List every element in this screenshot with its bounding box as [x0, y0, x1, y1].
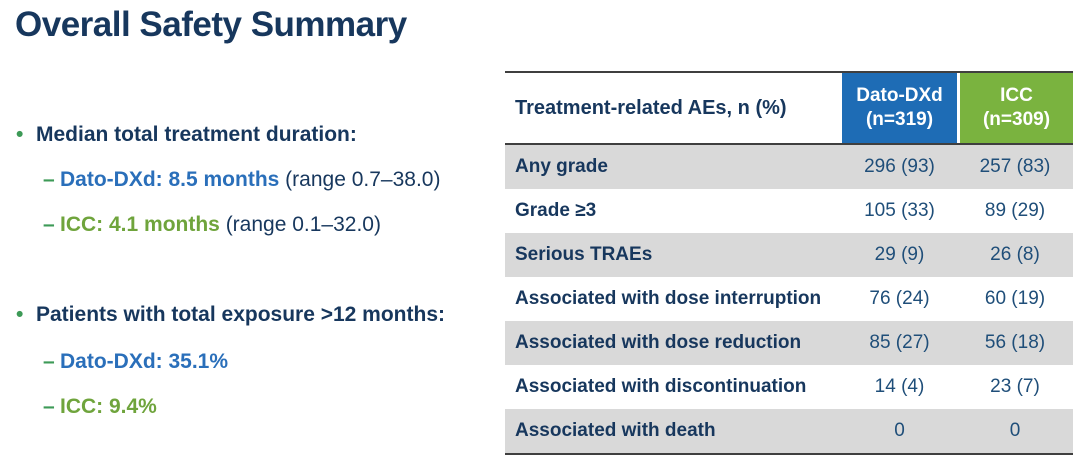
subitem-dato-duration: – Dato-DXd: 8.5 months (range 0.7–38.0): [16, 167, 440, 192]
column-header-n: (n=309): [982, 109, 1051, 130]
row-label: Associated with dose interruption: [515, 288, 822, 309]
bullet-treatment-duration: • Median total treatment duration:: [16, 122, 357, 147]
cell-icc: 26 (8): [990, 244, 1040, 265]
table-row: Grade ≥3 105 (33) 89 (29): [505, 189, 1073, 233]
bullet-icon: •: [16, 123, 24, 146]
column-header-icc: ICC (n=309): [957, 73, 1073, 143]
row-label: Associated with dose reduction: [515, 332, 802, 353]
column-header-name: Dato-DXd: [856, 85, 943, 107]
cell-dato: 0: [894, 420, 905, 441]
row-label: Grade ≥3: [515, 200, 597, 221]
subitem-suffix: (range 0.1–32.0): [219, 213, 381, 236]
table-header-row: Treatment-related AEs, n (%) Dato-DXd (n…: [505, 73, 1073, 145]
bullet-total-exposure: • Patients with total exposure >12 months…: [16, 302, 445, 327]
cell-dato: 29 (9): [874, 244, 925, 265]
cell-icc: 89 (29): [984, 200, 1046, 221]
row-label: Associated with death: [515, 420, 716, 441]
subitem-dato-exposure: – Dato-DXd: 35.1%: [16, 349, 228, 374]
row-label: Serious TRAEs: [515, 244, 653, 265]
cell-icc: 257 (83): [979, 156, 1051, 177]
subitem-highlight: Dato-DXd: 8.5 months: [60, 168, 280, 191]
row-label: Associated with discontinuation: [515, 376, 807, 397]
dash-icon: –: [43, 168, 55, 191]
subitem-highlight: ICC: 9.4%: [60, 395, 157, 418]
column-header-name: ICC: [1000, 85, 1033, 107]
table-row: Any grade 296 (93) 257 (83): [505, 145, 1073, 189]
subitem-highlight: Dato-DXd: 35.1%: [60, 350, 229, 373]
table-row: Associated with dose reduction 85 (27) 5…: [505, 321, 1073, 365]
table-corner-label: Treatment-related AEs, n (%): [515, 96, 787, 119]
cell-dato: 105 (33): [864, 200, 935, 221]
table-row: Associated with dose interruption 76 (24…: [505, 277, 1073, 321]
table-body: Any grade 296 (93) 257 (83) Grade ≥3 105…: [505, 145, 1073, 453]
cell-dato: 14 (4): [874, 376, 925, 397]
dash-icon: –: [43, 213, 55, 236]
bullet-label: Median total treatment duration:: [36, 123, 357, 146]
subitem-highlight: ICC: 4.1 months: [60, 213, 220, 236]
subitem-icc-duration: – ICC: 4.1 months (range 0.1–32.0): [16, 212, 381, 237]
table-row: Serious TRAEs 29 (9) 26 (8): [505, 233, 1073, 277]
safety-table: Treatment-related AEs, n (%) Dato-DXd (n…: [505, 71, 1073, 455]
cell-dato: 296 (93): [864, 156, 935, 177]
subitem-suffix: (range 0.7–38.0): [279, 168, 441, 191]
cell-icc: 60 (19): [984, 288, 1046, 309]
table-row: Associated with discontinuation 14 (4) 2…: [505, 365, 1073, 409]
cell-icc: 56 (18): [984, 332, 1046, 353]
dash-icon: –: [43, 395, 55, 418]
bullet-label: Patients with total exposure >12 months:: [36, 303, 445, 326]
cell-icc: 23 (7): [990, 376, 1040, 397]
column-header-n: (n=319): [865, 109, 934, 130]
cell-dato: 76 (24): [869, 288, 930, 309]
subitem-icc-exposure: – ICC: 9.4%: [16, 394, 157, 419]
column-header-dato-dxd: Dato-DXd (n=319): [842, 73, 957, 143]
row-label: Any grade: [515, 156, 608, 177]
page-title: Overall Safety Summary: [15, 5, 407, 44]
table-row: Associated with death 0 0: [505, 409, 1073, 453]
cell-dato: 85 (27): [869, 332, 930, 353]
dash-icon: –: [43, 350, 55, 373]
cell-icc: 0: [1009, 420, 1021, 441]
bullet-icon: •: [16, 303, 24, 326]
